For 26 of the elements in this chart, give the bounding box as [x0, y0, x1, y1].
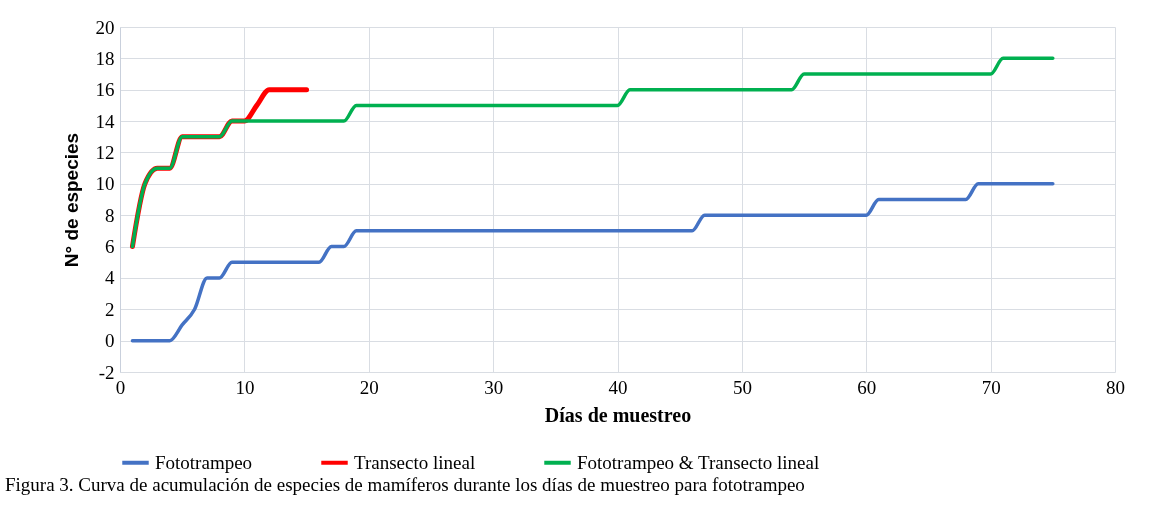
y-tick-label: 18	[95, 47, 115, 69]
y-tick-label: 10	[95, 173, 115, 195]
y-tick-label: 14	[95, 110, 115, 132]
x-tick-label: 40	[608, 376, 628, 398]
y-tick-label: 4	[105, 267, 115, 289]
x-tick-label: 30	[484, 376, 504, 398]
legend-label: Fototrampeo & Transecto lineal	[577, 451, 820, 473]
y-axis-title: N° de especies	[60, 132, 82, 268]
y-tick-label: 0	[105, 330, 115, 352]
y-tick-label: 16	[95, 79, 115, 101]
y-tick-label: 12	[95, 141, 115, 163]
text: Figura 3. Curva de acumulación de especies de mamíferos durante los días de muestreo para fototrampeo	[5, 474, 805, 495]
x-tick-label: 20	[359, 376, 379, 398]
x-axis-title: Días de muestreo	[544, 403, 692, 426]
y-tick-label: 6	[105, 236, 115, 258]
legend-label: Transecto lineal	[354, 451, 476, 473]
x-tick-label: 50	[732, 376, 752, 398]
legend-label: Fototrampeo	[155, 451, 253, 473]
y-tick-label: -2	[98, 361, 115, 383]
x-tick-label: 80	[1106, 376, 1125, 398]
y-tick-label: 8	[105, 204, 115, 226]
x-tick-label: 70	[981, 376, 1001, 398]
y-tick-label: 2	[105, 298, 115, 320]
y-tick-label: 20	[95, 16, 115, 38]
x-tick-label: 60	[857, 376, 877, 398]
x-tick-label: 10	[235, 376, 255, 398]
